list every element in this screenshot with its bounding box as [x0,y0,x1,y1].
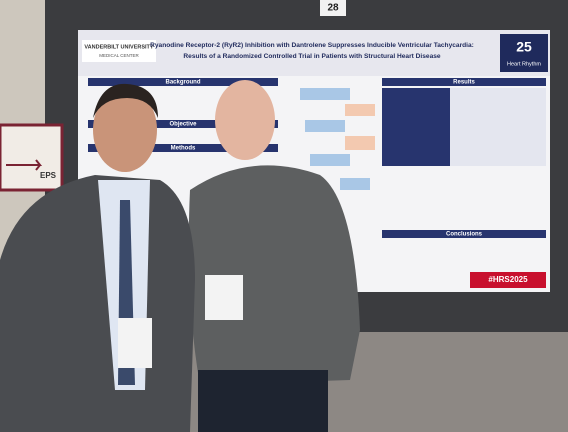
flow-box [340,178,370,190]
results-table-column [382,88,450,166]
person-left-jacket [0,175,195,432]
section-header: Conclusions [446,232,483,238]
section-header: Methods [171,146,196,152]
section-bar [88,144,278,152]
section-bar [382,230,546,238]
flow-box [305,120,345,132]
section-header: Objective [169,122,197,128]
hashtag-banner [470,272,546,288]
side-sign [0,123,64,192]
section-bar [382,78,546,86]
poster-title: Ryanodine Receptor-2 (RyR2) Inhibition w… [150,42,474,49]
sign-text: EPS [40,171,57,180]
section-bar [88,120,278,128]
section-header: Results [453,80,475,86]
flow-box [345,104,375,116]
institution: VANDERBILT UNIVERSITY [84,44,153,50]
section-bar [88,78,278,86]
flow-box [345,136,375,150]
sign-arrow [6,159,43,171]
flow-box [300,88,350,100]
booth-number-box [320,0,346,16]
poster-title: Results of a Randomized Controlled Trial… [183,53,441,60]
badge [205,275,243,320]
person-right-sweater [188,165,360,385]
heart-rhythm-logo [500,34,548,72]
logo-number: 25 [516,39,532,55]
flow-box [310,154,350,166]
hashtag: #HRS2025 [488,275,528,284]
logo-name: Heart Rhythm [507,61,541,67]
section-header: Background [165,80,200,86]
badge [118,318,152,368]
person-right-head [215,80,275,160]
person-left-head [93,88,157,172]
institution-sub: MEDICAL CENTER [99,53,139,58]
person-left-hair [93,83,158,118]
results-table [450,88,546,166]
poster-header [78,30,550,76]
institution-logo [82,40,156,62]
booth-number: 28 [327,3,339,14]
person-right-trousers [198,370,328,432]
